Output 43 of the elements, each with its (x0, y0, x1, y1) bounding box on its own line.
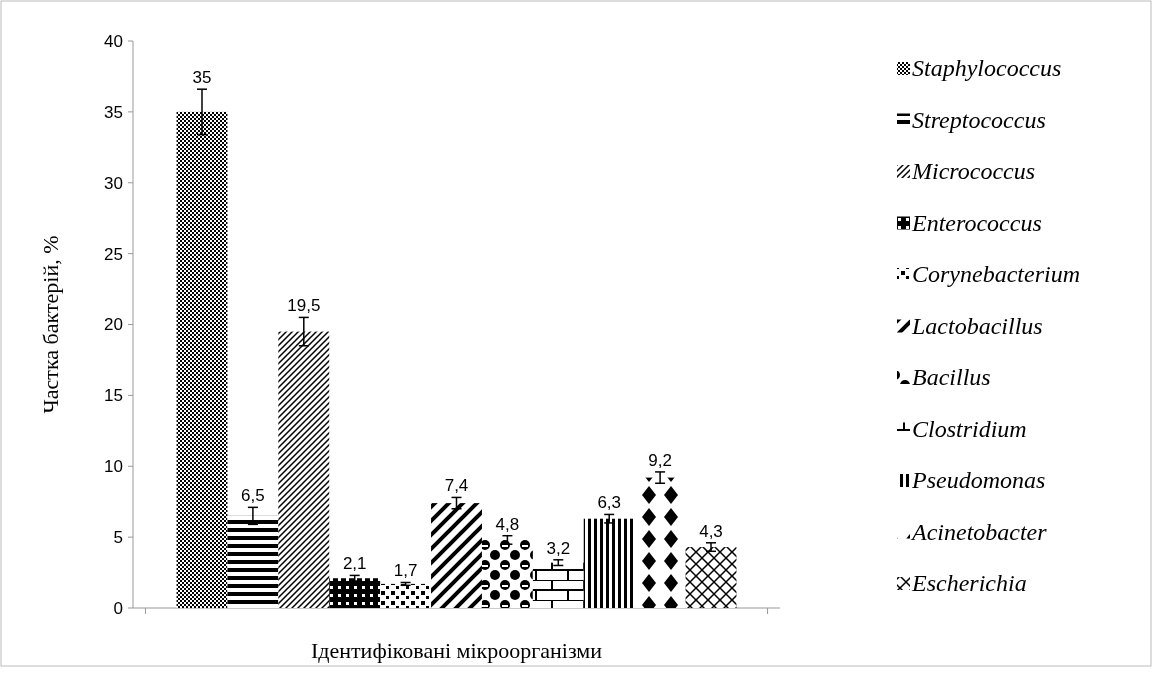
data-label: 3,2 (546, 538, 571, 558)
y-tick-label: 20 (104, 315, 123, 335)
y-tick-label: 5 (113, 528, 123, 548)
bar (380, 583, 432, 608)
legend-label: Enterococcus (911, 209, 1042, 236)
bar (329, 578, 381, 608)
data-label: 9,2 (648, 450, 672, 470)
data-label: 4,3 (699, 521, 723, 541)
bar (278, 331, 330, 608)
bar (176, 111, 228, 608)
legend-label: Pseudomonas (911, 467, 1046, 494)
bar (431, 503, 482, 608)
legend-label: Micrococcus (911, 158, 1036, 185)
legend-label: Streptococcus (912, 106, 1046, 133)
data-label: 35 (192, 68, 212, 88)
data-label: 6,3 (597, 493, 622, 513)
legend-label: Lactobacillus (911, 312, 1043, 339)
data-label: 7,4 (444, 476, 469, 496)
data-label: 19,5 (287, 296, 321, 316)
y-tick-label: 30 (104, 173, 123, 193)
bar (227, 515, 279, 608)
legend-label: Corynebacterium (912, 261, 1080, 288)
x-axis-title: Ідентифіковані мікроорганізми (310, 638, 603, 663)
data-label: 4,8 (495, 514, 520, 534)
y-tick-label: 25 (104, 244, 123, 264)
y-tick-label: 35 (104, 102, 123, 122)
legend-label: Clostridium (912, 415, 1027, 442)
legend-label: Bacillus (912, 364, 991, 391)
y-tick-label: 15 (104, 386, 123, 406)
bar (481, 539, 533, 608)
legend-label: Escherichia (911, 570, 1027, 597)
bar (685, 547, 737, 608)
y-tick-label: 10 (104, 457, 123, 477)
data-label: 6,5 (241, 486, 265, 506)
data-label: 2,1 (342, 554, 367, 574)
legend-label: Staphylococcus (912, 55, 1062, 82)
legend-label: Acinetobacter (910, 518, 1048, 545)
y-tick-label: 40 (104, 31, 123, 51)
data-label: 1,7 (393, 561, 418, 581)
bar (532, 562, 584, 608)
bar (583, 518, 635, 608)
y-tick-label: 0 (113, 598, 123, 618)
y-axis-title: Частка бактерій, % (38, 235, 63, 414)
